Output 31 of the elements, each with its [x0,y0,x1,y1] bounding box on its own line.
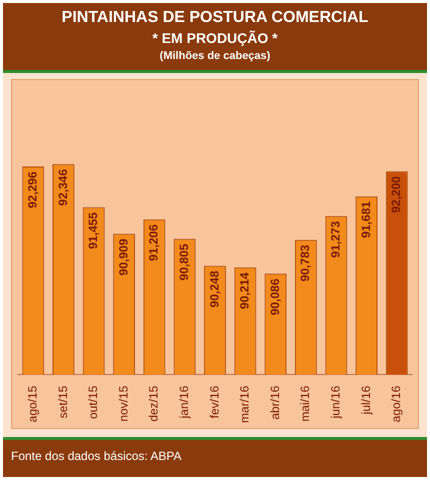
x-tick-label: jul/16 [358,385,373,416]
data-label: 90,909 [116,238,130,276]
x-tick-label: out/15 [86,385,100,420]
x-tick-label: dez/15 [146,385,161,422]
chart-subtitle: * EM PRODUÇÃO * [151,30,279,46]
data-label: 91,455 [86,212,100,249]
x-tick-label: set/15 [56,385,70,418]
x-tick-label: mar/16 [238,385,252,424]
data-label: 91,206 [146,224,161,262]
x-tick-label: ago/15 [25,385,40,422]
x-tick-label: mai/16 [298,385,312,422]
chart-title: PINTAINHAS DE POSTURA COMERCIAL [60,9,370,27]
x-tick-label: ago/16 [389,385,404,422]
data-label: 90,783 [298,244,312,282]
x-tick-label: jun/16 [328,385,343,420]
footer-panel: Fonte dos dados básicos: ABPA [3,440,427,477]
data-label: 91,681 [358,201,373,238]
data-label: 92,200 [389,176,404,213]
data-label: 90,086 [268,278,282,316]
x-tick-label: nov/15 [116,385,130,422]
data-label: 90,805 [177,243,192,280]
data-label: 92,346 [56,168,70,206]
data-label: 90,248 [207,270,222,308]
data-label: 90,214 [238,272,252,310]
data-label: 92,296 [25,171,40,208]
header-panel: PINTAINHAS DE POSTURA COMERCIAL * EM PRODUÇÃO * (Milhões de cabeças) [3,3,427,73]
x-tick-label: jan/16 [177,385,192,420]
data-label: 91,273 [328,220,343,258]
x-tick-label: fev/16 [207,385,222,418]
x-tick-label: abr/16 [268,385,282,420]
annotation: Fonte dos dados básicos: ABPA [11,449,182,465]
